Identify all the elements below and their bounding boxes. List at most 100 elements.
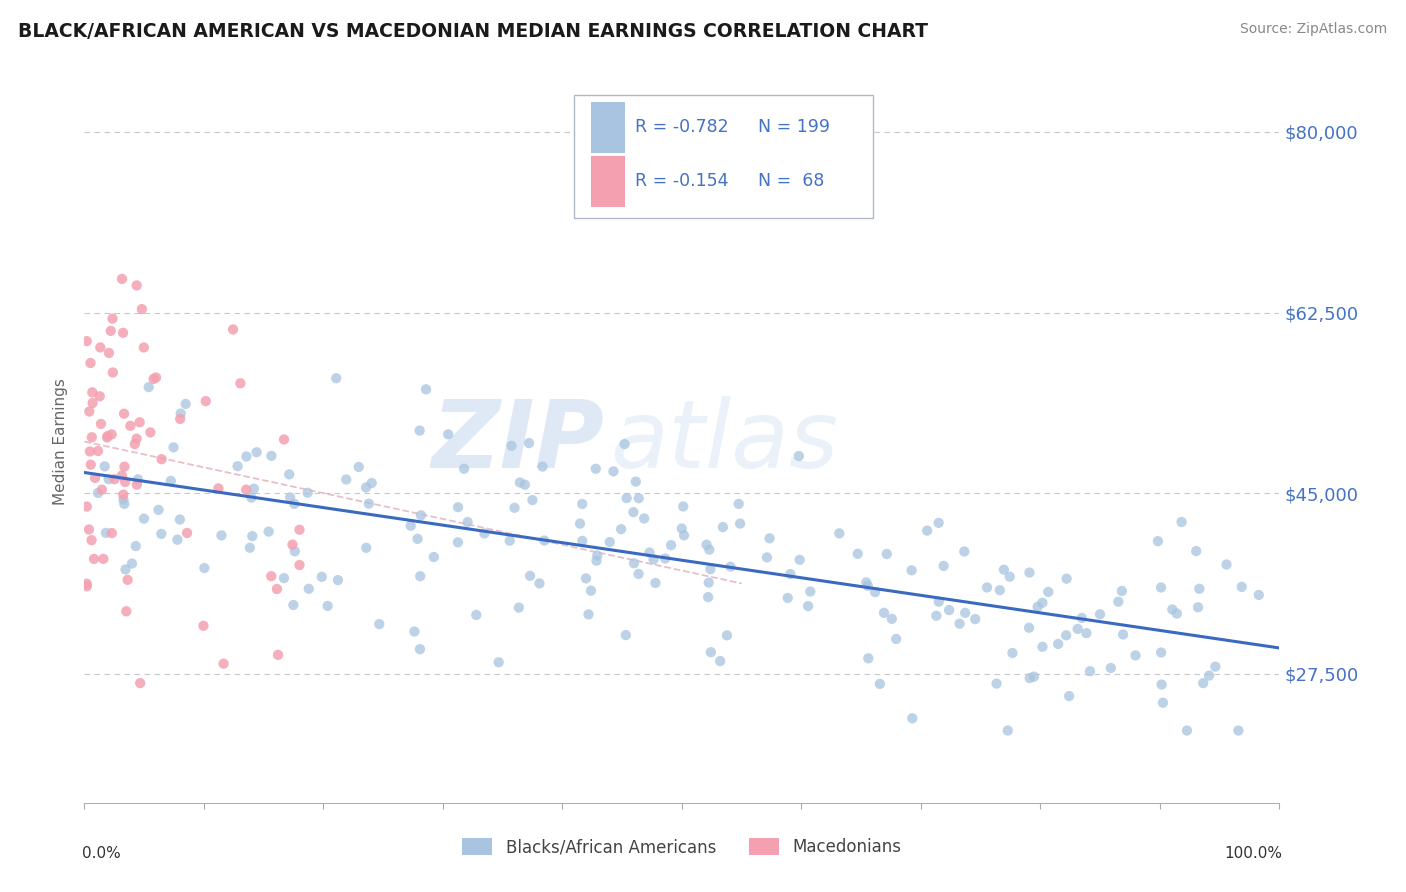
Point [928, 595, 950, 609]
Text: BLACK/AFRICAN AMERICAN VS MACEDONIAN MEDIAN EARNINGS CORRELATION CHART: BLACK/AFRICAN AMERICAN VS MACEDONIAN MED… [18, 22, 928, 41]
Point [613, 437, 636, 451]
Point [354, 541, 377, 555]
Point [266, 582, 288, 596]
Point [709, 654, 731, 668]
Point [616, 491, 638, 505]
Point [1031, 640, 1053, 654]
Point [501, 439, 523, 453]
Point [193, 561, 215, 575]
Text: R = -0.154: R = -0.154 [636, 172, 728, 190]
Point [131, 302, 153, 317]
Point [1111, 584, 1133, 599]
Point [76, 334, 98, 348]
Point [453, 461, 475, 475]
Point [159, 474, 181, 488]
Y-axis label: Median Earnings: Median Earnings [53, 378, 69, 505]
Point [900, 563, 922, 577]
Point [858, 651, 880, 665]
Point [83, 552, 105, 566]
Point [1018, 566, 1040, 580]
Point [508, 600, 530, 615]
Point [623, 556, 645, 570]
Point [281, 538, 304, 552]
Point [1031, 596, 1053, 610]
Point [278, 467, 301, 482]
Point [139, 425, 162, 440]
Point [1066, 622, 1088, 636]
Point [112, 497, 135, 511]
Point [239, 541, 262, 555]
Point [697, 590, 720, 604]
Point [98, 346, 121, 360]
Point [101, 526, 124, 541]
Point [1018, 621, 1040, 635]
Point [360, 475, 382, 490]
Point [112, 326, 135, 340]
Point [148, 503, 170, 517]
Point [212, 657, 235, 671]
Point [623, 505, 645, 519]
Point [1204, 659, 1226, 673]
Point [855, 575, 877, 590]
Point [846, 547, 869, 561]
Point [697, 575, 720, 590]
Point [720, 559, 742, 574]
Point [529, 576, 551, 591]
Point [169, 512, 191, 526]
FancyBboxPatch shape [591, 102, 624, 153]
Point [671, 522, 693, 536]
Point [1247, 588, 1270, 602]
Point [856, 579, 879, 593]
Point [79, 356, 101, 370]
Point [260, 569, 283, 583]
Point [80, 458, 103, 472]
Point [90, 483, 112, 497]
Point [1227, 723, 1250, 738]
Point [423, 549, 446, 564]
Point [638, 545, 661, 559]
Point [437, 427, 460, 442]
Point [700, 645, 723, 659]
Point [1198, 668, 1220, 682]
Point [863, 585, 886, 599]
Point [1215, 558, 1237, 572]
Point [1125, 648, 1147, 663]
Point [447, 535, 470, 549]
Point [728, 516, 751, 531]
Point [357, 497, 380, 511]
Point [150, 527, 173, 541]
Point [457, 515, 479, 529]
Point [283, 497, 305, 511]
Point [1150, 581, 1173, 595]
Point [509, 475, 531, 490]
Point [97, 429, 120, 443]
Point [125, 477, 148, 491]
Point [876, 547, 898, 561]
Point [699, 542, 721, 557]
Point [288, 523, 311, 537]
Point [1192, 676, 1215, 690]
Point [1099, 661, 1122, 675]
Point [273, 433, 295, 447]
Point [408, 424, 430, 438]
Point [789, 553, 811, 567]
Point [599, 535, 621, 549]
Point [928, 516, 950, 530]
Point [673, 528, 696, 542]
Point [1056, 572, 1078, 586]
Point [575, 571, 598, 585]
FancyBboxPatch shape [575, 95, 873, 218]
Point [880, 612, 903, 626]
Point [779, 567, 801, 582]
Point [932, 558, 955, 573]
Point [100, 427, 122, 442]
Point [150, 452, 173, 467]
Point [1026, 599, 1049, 614]
Point [1057, 689, 1080, 703]
Point [404, 624, 426, 639]
Point [1047, 637, 1070, 651]
Point [1022, 670, 1045, 684]
Point [240, 491, 263, 505]
Point [869, 677, 891, 691]
Point [925, 608, 948, 623]
